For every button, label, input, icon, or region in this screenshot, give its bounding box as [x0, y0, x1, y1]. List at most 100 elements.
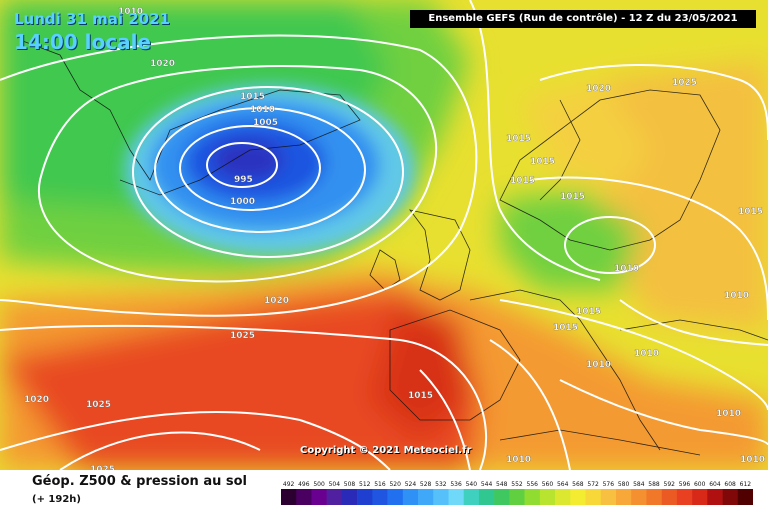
isobar-label: 1015	[510, 176, 535, 186]
colorbar-swatch	[539, 489, 556, 505]
z500-colorbar: 492 496 500 504 508 512 516 520 524 528 532 536 540 5…	[281, 481, 753, 505]
colorbar-tick-label: 600	[694, 481, 706, 488]
colorbar-swatch	[646, 489, 662, 505]
isobar-label: 1015	[560, 192, 585, 202]
colorbar-tick-label: 556	[527, 481, 539, 488]
colorbar-swatch	[326, 489, 343, 505]
colorbar-swatch	[631, 489, 647, 505]
colorbar-swatch	[478, 489, 495, 505]
colorbar-tick-label: 528	[420, 481, 432, 488]
copyright-notice: Copyright © 2021 Meteociel.fr	[300, 445, 472, 456]
colorbar-tick-label: 580	[618, 481, 630, 488]
colorbar-tick-label: 592	[664, 481, 676, 488]
isobar-label: 1020	[586, 84, 611, 94]
run-header: Ensemble GEFS (Run de contrôle) - 12 Z d…	[410, 10, 756, 28]
colorbar-tick-label: 604	[709, 481, 721, 488]
isobar-label: 1015	[408, 391, 433, 401]
isobar-label: 1025	[230, 331, 255, 341]
isobar-label: 1015	[553, 323, 578, 333]
isobar-label: 1015	[576, 307, 601, 317]
forecast-date: Lundi 31 mai 2021	[14, 10, 170, 28]
isobar-label: 1015	[530, 157, 555, 167]
isobar-label: 1010	[614, 264, 639, 274]
colorbar-swatch	[509, 489, 525, 505]
colorbar-swatch	[676, 489, 693, 505]
colorbar-tick-label: 560	[542, 481, 554, 488]
z500-field: 1020 1015 1010 1005 995 1000 1020 1025 1…	[0, 0, 768, 470]
colorbar-swatch	[357, 489, 373, 505]
isobar-label: 995	[234, 175, 253, 185]
colorbar-swatch	[402, 489, 419, 505]
isobar-labels: 1020 1015 1010 1005 995 1000 1020 1025 1…	[24, 7, 765, 470]
isobar-label: 1010	[118, 7, 143, 17]
colorbar-tick-label: 532	[435, 481, 447, 488]
colorbar-tick-label: 584	[633, 481, 645, 488]
isobar-label: 1015	[506, 134, 531, 144]
colorbar-swatch	[722, 489, 739, 505]
colorbar-tick-label: 564	[557, 481, 569, 488]
colorbar-tick-label: 572	[587, 481, 599, 488]
colorbar-swatch	[661, 489, 678, 505]
colorbar-swatch	[692, 489, 708, 505]
isobar-label: 1010	[506, 455, 531, 465]
colorbar-tick-label: 524	[405, 481, 417, 488]
colorbar-tick-label: 540	[466, 481, 478, 488]
colorbar-swatch	[707, 489, 723, 505]
colorbar-swatch	[448, 489, 465, 505]
colorbar-tick-label: 576	[603, 481, 615, 488]
geopotential-map: 1020 1015 1010 1005 995 1000 1020 1025 1…	[0, 0, 768, 470]
colorbar-tick-label: 496	[298, 481, 310, 488]
colorbar-tick-label: 552	[511, 481, 523, 488]
isobar-label: 1010	[724, 291, 749, 301]
isobar-label: 1010	[634, 349, 659, 359]
isobars	[0, 0, 768, 470]
colorbar-tick-label: 504	[329, 481, 341, 488]
colorbar-swatch	[524, 489, 541, 505]
isobar-label: 1010	[250, 105, 275, 115]
forecast-time: 14:00 locale	[14, 30, 151, 54]
colorbar-swatch	[600, 489, 617, 505]
isobar-label: 1010	[740, 455, 765, 465]
colorbar-tick-label: 548	[496, 481, 508, 488]
colorbar-tick-label: 508	[344, 481, 356, 488]
colorbar-swatch	[281, 489, 297, 505]
colorbar-swatch	[585, 489, 602, 505]
colorbar-swatch	[387, 489, 404, 505]
colorbar-swatch	[418, 489, 434, 505]
colorbar-swatch	[570, 489, 586, 505]
isobar-label: 1020	[24, 395, 49, 405]
isobar-label: 1025	[90, 465, 115, 470]
colorbar-tick-label: 512	[359, 481, 371, 488]
colorbar-swatch	[433, 489, 449, 505]
colorbar-swatch	[311, 489, 327, 505]
isobar-label: 1015	[240, 92, 265, 102]
colorbar-tick-label: 492	[283, 481, 295, 488]
isobar-label: 1025	[86, 400, 111, 410]
colorbar-tick-label: 516	[374, 481, 386, 488]
isobar-label: 1015	[738, 207, 763, 217]
isobar-label: 1010	[586, 360, 611, 370]
isobar-label: 1020	[264, 296, 289, 306]
colorbar-tick-label: 536	[450, 481, 462, 488]
legend-title: Géop. Z500 & pression au sol	[32, 474, 247, 489]
colorbar-tick-label: 612	[740, 481, 752, 488]
colorbar-swatch	[372, 489, 388, 505]
colorbar-swatch	[463, 489, 480, 505]
colorbar-tick-label: 500	[313, 481, 325, 488]
colorbar-swatch	[555, 489, 571, 505]
isobar-label: 1005	[253, 118, 278, 128]
colorbar-swatch	[737, 489, 753, 505]
colorbar-tick-label: 568	[572, 481, 584, 488]
isobar-label: 1000	[230, 197, 255, 207]
isobar-label: 1025	[672, 78, 697, 88]
colorbar-tick-label: 544	[481, 481, 493, 488]
colorbar-tick-label: 608	[724, 481, 736, 488]
forecast-range: (+ 192h)	[32, 494, 81, 505]
colorbar-swatch	[296, 489, 312, 505]
colorbar-tick-label: 520	[389, 481, 401, 488]
isobar-label: 1020	[150, 59, 175, 69]
colorbar-tick-label: 588	[648, 481, 660, 488]
colorbar-tick-label: 596	[679, 481, 691, 488]
colorbar-swatch	[494, 489, 510, 505]
colorbar-swatch	[341, 489, 358, 505]
